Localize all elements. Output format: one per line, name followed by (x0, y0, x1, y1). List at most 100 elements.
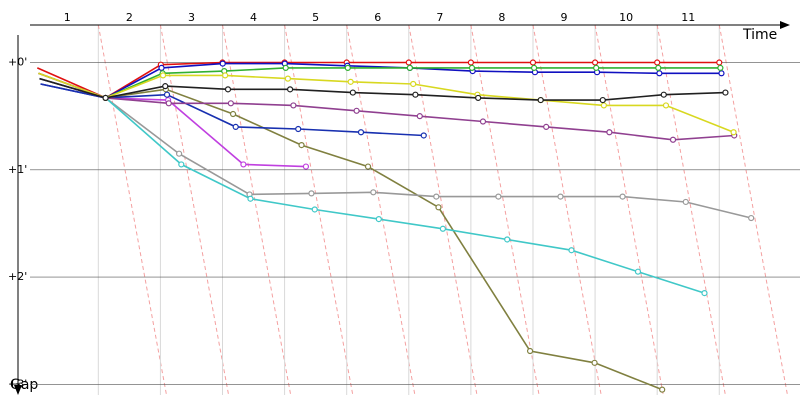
point (655, 64, 662, 71)
point (682, 198, 689, 206)
point (600, 102, 607, 109)
point (162, 83, 169, 90)
point (370, 189, 377, 196)
point (475, 94, 482, 102)
point (165, 100, 172, 107)
point (375, 216, 382, 223)
time-guide (159, 24, 230, 396)
x-tick-label: 8 (498, 11, 505, 24)
point (659, 386, 666, 393)
point (568, 247, 575, 254)
point (722, 89, 729, 96)
series-line (39, 77, 735, 141)
point (353, 107, 360, 114)
point (282, 64, 289, 71)
point (229, 110, 237, 118)
series-line (36, 61, 720, 99)
point (591, 359, 598, 366)
point (405, 59, 412, 66)
point (159, 72, 167, 79)
point (222, 72, 229, 79)
time-guide (532, 24, 602, 396)
point (591, 59, 599, 66)
series-line (38, 67, 721, 99)
point (286, 86, 294, 93)
series-line (40, 62, 722, 99)
point (619, 193, 626, 200)
x-tick-label: 9 (561, 11, 568, 24)
point (247, 195, 254, 202)
point (344, 64, 351, 71)
point (467, 59, 474, 66)
x-tick-label: 3 (188, 11, 195, 24)
series-line (39, 77, 726, 101)
x-tick-label: 2 (126, 11, 133, 24)
point (669, 136, 677, 143)
x-axis-label: Time (742, 27, 777, 43)
point (364, 163, 372, 170)
x-tick-label: 11 (681, 11, 695, 24)
point (224, 86, 232, 93)
point (284, 75, 291, 82)
x-tick-label: 7 (436, 11, 443, 24)
point (311, 206, 318, 213)
point (557, 193, 564, 200)
point (416, 113, 423, 120)
point (529, 59, 537, 66)
point (543, 123, 550, 130)
point (308, 190, 315, 197)
time-guide (594, 24, 664, 396)
point (526, 347, 534, 355)
y-arrow (14, 385, 22, 395)
point (295, 125, 302, 133)
point (433, 193, 440, 200)
point (717, 64, 724, 71)
point (420, 132, 427, 139)
point (662, 102, 670, 109)
x-tick-label: 10 (619, 11, 633, 24)
point (298, 142, 305, 149)
point (232, 123, 239, 130)
time-guide (408, 24, 478, 396)
point (599, 96, 606, 104)
point (290, 102, 297, 109)
point (406, 64, 413, 71)
x-tick-label: 4 (250, 11, 257, 24)
series-line (38, 72, 663, 391)
point (716, 59, 723, 66)
point (439, 225, 446, 232)
point (412, 91, 419, 98)
time-guide (97, 24, 167, 396)
point (479, 118, 487, 125)
point (410, 80, 417, 88)
point (656, 70, 663, 77)
time-guide (346, 24, 416, 396)
point (660, 91, 667, 98)
x-tick-label: 5 (312, 11, 319, 24)
point (158, 64, 165, 71)
point (701, 290, 708, 297)
point (178, 161, 185, 168)
series-line (38, 72, 734, 133)
series-line (39, 77, 752, 219)
point (537, 96, 544, 104)
time-guide (222, 24, 292, 396)
point (227, 100, 234, 107)
point (495, 193, 502, 200)
time-guide (718, 24, 788, 396)
point (219, 60, 226, 67)
point (593, 64, 600, 71)
point (349, 89, 356, 96)
point (102, 94, 109, 102)
point (468, 64, 476, 71)
point (176, 150, 183, 157)
point (347, 78, 354, 85)
point (302, 163, 310, 170)
point (530, 64, 538, 71)
x-arrow (780, 21, 790, 29)
point (163, 91, 171, 98)
time-guide (470, 24, 540, 396)
point (504, 236, 511, 243)
series-line (39, 77, 705, 294)
